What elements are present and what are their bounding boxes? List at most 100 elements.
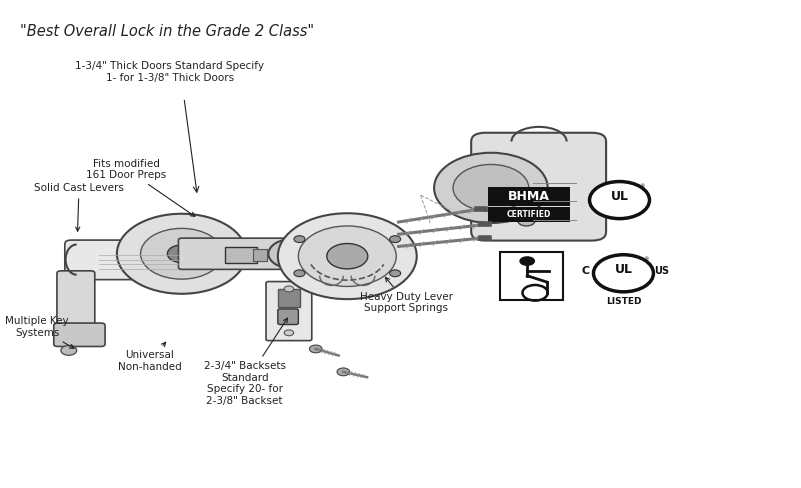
Point [528,180,537,185]
Point [328,353,337,359]
Circle shape [337,368,350,376]
Point [455,240,465,245]
Line: 2 pts: 2 pts [399,209,481,222]
Point [446,236,456,242]
Circle shape [389,270,400,277]
Line: 2 pts: 2 pts [350,372,352,375]
FancyBboxPatch shape [471,133,606,241]
Circle shape [517,215,535,226]
Point [348,373,358,379]
Circle shape [284,330,294,336]
Point [442,241,452,247]
Point [481,222,490,227]
Point [419,226,429,232]
Point [485,222,494,227]
Circle shape [268,239,316,268]
Text: "Best Overall Lock in the Grade 2 Class": "Best Overall Lock in the Grade 2 Class" [20,24,314,40]
Line: 2 pts: 2 pts [421,195,430,223]
Line: 2 pts: 2 pts [432,214,436,219]
Line: 2 pts: 2 pts [344,372,367,377]
Point [459,222,469,228]
Line: 2 pts: 2 pts [357,373,360,377]
Line: 2 pts: 2 pts [421,195,450,210]
Line: 2 pts: 2 pts [321,349,324,353]
Circle shape [434,153,548,223]
Point [453,212,462,218]
Point [528,217,537,223]
Point [405,240,415,246]
Point [444,209,453,215]
Point [355,370,364,376]
Text: ®: ® [639,184,644,189]
Line: 2 pts: 2 pts [360,374,363,378]
Text: LISTED: LISTED [606,297,642,306]
Circle shape [284,286,294,292]
Point [469,238,478,244]
Bar [252,249,267,261]
Point [401,233,411,239]
Point [394,231,404,237]
Line: 2 pts: 2 pts [419,216,423,221]
Line: 2 pts: 2 pts [325,350,328,354]
Point [465,210,474,216]
Line: 2 pts: 2 pts [406,243,410,248]
Circle shape [299,226,396,286]
Point [477,206,486,212]
FancyBboxPatch shape [57,271,95,332]
Line: 2 pts: 2 pts [346,371,348,374]
Line: 2 pts: 2 pts [318,348,320,352]
Text: UL: UL [610,190,629,203]
Circle shape [309,345,322,353]
Line: 2 pts: 2 pts [406,231,410,236]
Text: Fits modified
161 Door Preps: Fits modified 161 Door Preps [87,159,195,216]
Point [327,348,336,354]
Circle shape [453,164,529,211]
Text: C: C [582,266,590,276]
Point [339,369,348,375]
Bar [488,207,570,222]
Point [456,207,465,213]
Point [341,371,351,377]
Point [571,180,581,185]
Point [571,198,581,204]
Point [394,219,404,225]
Point [485,235,494,241]
Line: 2 pts: 2 pts [328,351,332,355]
Point [416,192,425,198]
Text: Solid Cast Levers: Solid Cast Levers [34,183,124,231]
Point [316,350,326,356]
Point [469,205,478,211]
Point [473,233,482,239]
Text: US: US [654,266,669,276]
Text: CERTIFIED: CERTIFIED [506,210,551,219]
FancyBboxPatch shape [278,309,299,325]
Point [481,235,490,241]
Line: 2 pts: 2 pts [469,208,473,213]
Circle shape [327,244,368,269]
Bar [500,252,563,300]
Point [358,371,368,377]
Point [352,374,362,380]
Point [405,215,415,221]
Circle shape [278,213,417,299]
Text: UL: UL [614,263,633,276]
Text: ®: ® [643,257,648,262]
Circle shape [519,256,535,266]
Line: 2 pts: 2 pts [457,210,461,215]
Line: 2 pts: 2 pts [447,226,451,231]
Point [473,221,482,226]
Point [416,192,425,198]
Line: 2 pts: 2 pts [460,225,464,230]
Line: 2 pts: 2 pts [353,372,356,376]
Point [330,349,340,355]
Text: Universal
Non-handed: Universal Non-handed [119,342,182,372]
Point [433,238,442,244]
Point [405,228,415,234]
Point [528,198,537,204]
Point [427,216,437,222]
Circle shape [117,214,246,294]
Point [415,231,425,237]
Point [362,374,372,380]
Text: Multiple Key
Systems: Multiple Key Systems [6,316,74,348]
Point [440,214,449,220]
